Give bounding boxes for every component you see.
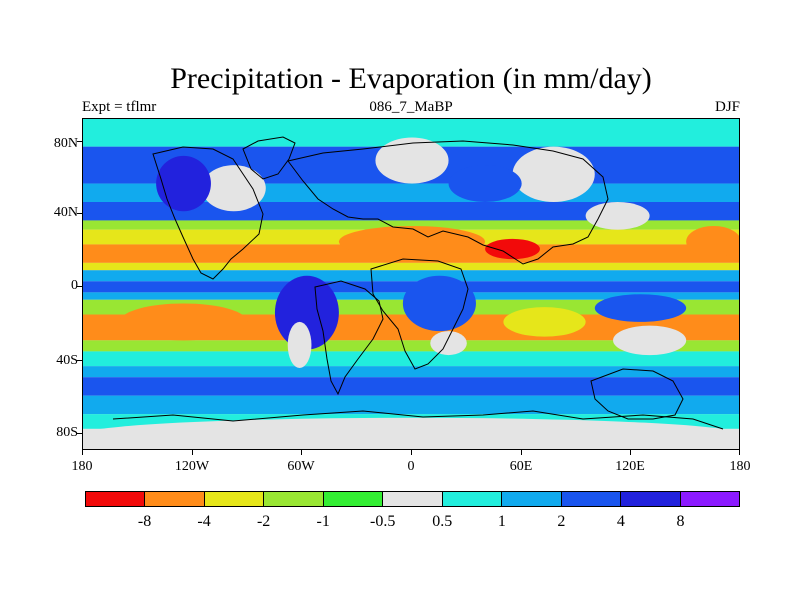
coastline-eurasia — [287, 140, 609, 265]
lon-label-180w: 180 — [71, 459, 93, 474]
region-africa-south — [430, 331, 467, 356]
lat-label-40s: 40S — [56, 353, 78, 368]
map-plot-area — [82, 118, 740, 450]
lon-tick — [411, 450, 412, 455]
lon-tick — [630, 450, 631, 455]
coastline-north-america — [152, 146, 264, 280]
zonal-band — [83, 395, 739, 415]
lon-label-60e: 60E — [509, 459, 533, 474]
region-africa-tropics — [402, 275, 476, 332]
region-siberia — [512, 146, 595, 202]
coastline-antarctica — [112, 410, 724, 430]
lat-tick — [77, 286, 82, 287]
colorbar-label: 2 — [557, 513, 566, 530]
region-eurasia-interior — [375, 137, 449, 184]
colorbar-label: 0.5 — [432, 513, 453, 530]
lon-label-60w: 60W — [287, 459, 315, 474]
colorbar-swatch — [204, 492, 265, 506]
zonal-band — [83, 366, 739, 378]
colorbar-label: -4 — [197, 513, 211, 530]
lon-tick — [739, 450, 740, 455]
lon-tick — [521, 450, 522, 455]
zonal-band — [83, 340, 739, 352]
period-label: 086_7_MaBP — [369, 99, 453, 115]
lon-tick — [192, 450, 193, 455]
colorbar-swatch — [680, 492, 739, 506]
map-title: Precipitation - Evaporation (in mm/day) — [170, 62, 652, 95]
region-indian-ocean-dry — [503, 307, 586, 337]
colorbar-label: -2 — [256, 513, 271, 530]
colorbar-swatch — [502, 492, 562, 506]
zonal-band — [83, 220, 739, 230]
lat-label-80n: 80N — [53, 136, 78, 151]
colorbar-label: -1 — [316, 513, 330, 530]
colorbar-swatch — [383, 492, 443, 506]
region-north-america-interior — [201, 165, 266, 212]
region-north-africa-arabia — [338, 225, 486, 258]
colorbar-label: -8 — [137, 513, 152, 530]
colorbar-label: 8 — [676, 513, 685, 530]
lon-label-120e: 120E — [615, 459, 645, 474]
region-antarctica — [83, 417, 739, 449]
region-south-america-dry — [287, 321, 312, 368]
coastline-south-america — [314, 280, 384, 396]
zonal-band — [83, 270, 739, 282]
region-north-pacific-dry — [686, 225, 739, 258]
lon-label-0: 0 — [407, 459, 415, 474]
coastline-greenland — [242, 136, 296, 180]
zonal-band — [83, 262, 739, 271]
region-north-america-west-coast — [156, 155, 211, 212]
season-label: DJF — [714, 99, 740, 115]
lon-tick — [82, 450, 83, 455]
colorbar-swatch — [323, 492, 384, 506]
colorbar-swatch — [621, 492, 681, 506]
coastline-africa — [370, 258, 469, 370]
region-east-asia-wet — [448, 165, 522, 202]
colorbar-swatch — [442, 492, 503, 506]
colorbar-swatch — [86, 492, 146, 506]
lon-label-120w: 120W — [174, 459, 210, 474]
colorbar-label: 4 — [616, 513, 625, 530]
colorbar-swatch — [145, 492, 205, 506]
lon-tick — [301, 450, 302, 455]
map-field — [83, 119, 739, 449]
colorbar-label: -0.5 — [370, 513, 396, 530]
lat-tick — [77, 141, 82, 142]
lat-label-0: 0 — [71, 278, 78, 293]
lon-label-180e: 180 — [729, 459, 751, 474]
region-arabia-dry-core — [485, 238, 540, 260]
coastline-australia — [590, 368, 684, 420]
region-australia-interior — [613, 325, 687, 356]
region-central-asia-dry — [585, 202, 650, 230]
colorbar-swatch — [264, 492, 324, 506]
region-australia-north — [594, 294, 687, 322]
region-south-pacific-dry — [119, 303, 248, 341]
zonal-band — [83, 377, 739, 396]
colorbar — [85, 491, 740, 507]
lat-label-40n: 40N — [53, 205, 78, 220]
zonal-band — [83, 351, 739, 367]
colorbar-swatch — [561, 492, 622, 506]
lat-label-80s: 80S — [56, 425, 78, 440]
lat-tick — [77, 360, 82, 361]
experiment-label: Expt = tflmr — [82, 99, 157, 115]
lat-tick — [77, 213, 82, 214]
lat-tick — [77, 433, 82, 434]
colorbar-label: 1 — [497, 513, 506, 530]
